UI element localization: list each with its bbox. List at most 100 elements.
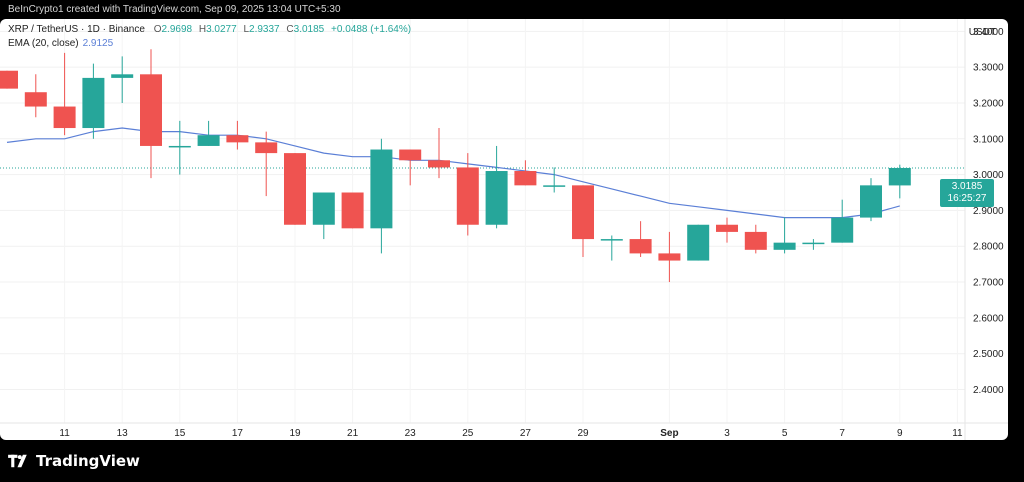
- candle-up: [600, 235, 623, 261]
- candle-body: [888, 167, 911, 186]
- y-tick-label: 2.8000: [973, 242, 1004, 253]
- x-tick-label: 19: [289, 428, 301, 439]
- candle-body: [284, 153, 306, 225]
- candle-body: [802, 242, 825, 245]
- candle-body: [860, 185, 882, 218]
- candle-body: [773, 242, 796, 250]
- candle-body: [168, 145, 191, 148]
- candle-body: [485, 171, 508, 225]
- candle-down: [514, 160, 537, 186]
- x-tick-label: 29: [577, 428, 589, 439]
- candle-up: [111, 56, 134, 103]
- brand-name: TradingView: [36, 452, 140, 470]
- candle-body: [226, 135, 249, 143]
- candle-body: [0, 70, 18, 89]
- candle-down: [456, 153, 479, 236]
- close-value: 3.0185: [293, 24, 325, 35]
- candle-body: [53, 106, 76, 129]
- candle-down: [140, 49, 162, 179]
- y-tick-label: 3.4000: [973, 27, 1004, 38]
- candle-body: [111, 74, 134, 78]
- x-tick-label: 17: [232, 428, 244, 439]
- candle-up: [831, 199, 854, 243]
- last-price-value: 3.0185: [951, 181, 983, 192]
- price-axis: 3.4000 3.3000 3.2000 3.1000 3.0000 2.9000 2.80…: [964, 19, 1004, 440]
- candle-body: [255, 142, 278, 154]
- countdown-value: 16:25:27: [947, 193, 987, 204]
- candle-body: [687, 224, 710, 261]
- symbol-label[interactable]: XRP / TetherUS · 1D · Binance: [8, 24, 145, 35]
- tradingview-logo-icon: [8, 454, 27, 468]
- x-tick-label: 21: [347, 428, 359, 439]
- y-tick-label: 2.6000: [973, 313, 1004, 324]
- chart-panel[interactable]: XRP / TetherUS · 1D · Binance O2.9698 H3…: [0, 19, 1008, 440]
- candles-layer: [0, 49, 911, 283]
- close-label: C: [286, 24, 294, 35]
- x-tick-label: 11: [59, 428, 70, 439]
- x-tick-label: 11: [952, 428, 963, 439]
- x-tick-label: 25: [462, 428, 474, 439]
- candle-up: [82, 63, 105, 139]
- candle-up: [773, 217, 796, 254]
- low-label: L: [243, 24, 250, 35]
- high-value: 3.0277: [206, 24, 237, 35]
- x-tick-label: 13: [117, 428, 129, 439]
- candle-body: [428, 160, 450, 168]
- candle-body: [572, 185, 594, 240]
- candle-up: [802, 239, 825, 250]
- candle-up: [888, 164, 911, 199]
- candlestick-chart[interactable]: 3.4000 3.3000 3.2000 3.1000 3.0000 2.9000 2.80…: [0, 19, 1008, 440]
- legend-ema-row: EMA (20, close) 2.9125: [8, 37, 411, 51]
- candle-down: [53, 52, 76, 136]
- candle-down: [341, 192, 364, 229]
- currency-label[interactable]: USDT: [968, 27, 996, 38]
- candle-body: [370, 149, 393, 229]
- candle-down: [255, 131, 278, 197]
- candle-down: [658, 231, 681, 283]
- candle-body: [140, 74, 162, 146]
- grid-lines: [0, 19, 965, 423]
- candle-up: [485, 145, 508, 229]
- candle-body: [197, 135, 220, 146]
- ema-label[interactable]: EMA (20, close): [8, 38, 79, 49]
- candle-down: [226, 120, 249, 150]
- candle-down: [284, 153, 306, 225]
- candle-body: [514, 171, 537, 186]
- candle-up: [197, 120, 220, 146]
- candle-body: [399, 149, 422, 161]
- candle-body: [24, 92, 47, 107]
- low-value: 2.9337: [249, 24, 280, 35]
- chart-caption: BeInCrypto1 created with TradingView.com…: [8, 4, 341, 15]
- candle-body: [629, 239, 652, 254]
- candle-up: [860, 178, 882, 222]
- candle-down: [399, 149, 422, 186]
- y-tick-label: 2.5000: [973, 349, 1004, 360]
- x-tick-label: 5: [782, 428, 788, 439]
- candle-down: [629, 221, 652, 257]
- candle-body: [456, 167, 479, 225]
- x-tick-label: 23: [405, 428, 417, 439]
- candle-body: [831, 217, 854, 243]
- y-tick-label: 2.4000: [973, 385, 1004, 396]
- legend-symbol-row: XRP / TetherUS · 1D · Binance O2.9698 H3…: [8, 23, 411, 37]
- candle-body: [744, 231, 767, 250]
- y-tick-label: 3.2000: [973, 98, 1004, 109]
- x-tick-label: 9: [897, 428, 903, 439]
- candle-body: [716, 224, 738, 232]
- tradingview-logo[interactable]: TradingView: [8, 452, 140, 470]
- candle-body: [312, 192, 335, 225]
- candle-up: [370, 138, 393, 254]
- candle-up: [543, 167, 566, 193]
- open-label: O: [153, 24, 162, 35]
- candle-body: [543, 185, 566, 187]
- candle-up: [687, 224, 710, 261]
- last-price-tag: 3.0185 16:25:27: [940, 179, 994, 207]
- high-label: H: [198, 24, 207, 35]
- candle-body: [341, 192, 364, 229]
- candle-down: [428, 128, 450, 179]
- x-tick-label: 7: [839, 428, 845, 439]
- candle-body: [82, 77, 105, 129]
- candle-down: [716, 217, 738, 243]
- candle-body: [600, 239, 623, 241]
- candle-down: [0, 70, 18, 89]
